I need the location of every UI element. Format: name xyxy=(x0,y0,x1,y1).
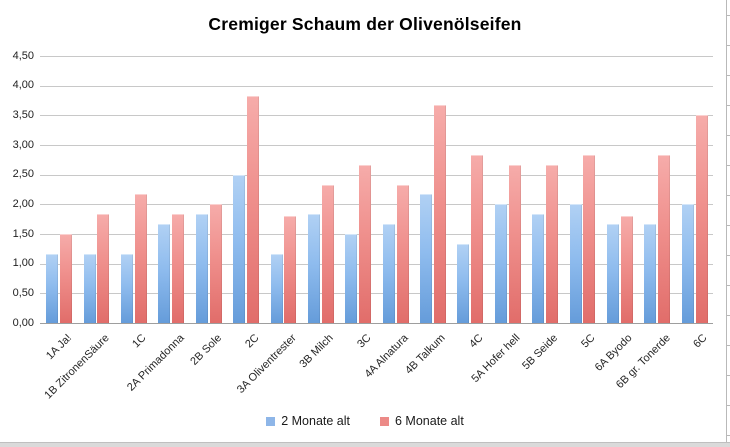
chart-title: Cremiger Schaum der Olivenölseifen xyxy=(208,14,522,34)
bar-2-monate-alt[interactable] xyxy=(46,253,59,323)
window-edge-tick xyxy=(727,225,730,226)
bar-6-monate-alt[interactable] xyxy=(508,164,521,323)
bar-6-monate-alt[interactable] xyxy=(97,214,110,323)
legend-item-2-monate[interactable]: 2 Monate alt xyxy=(266,414,350,428)
x-axis-category-label: 4B Talkum xyxy=(403,332,449,377)
gridline xyxy=(40,204,713,206)
y-axis-tick-label: 2,50 xyxy=(12,168,34,181)
bar-6-monate-alt[interactable] xyxy=(620,216,633,323)
legend: 2 Monate alt 6 Monate alt xyxy=(0,414,730,428)
y-axis-tick-label: 0,00 xyxy=(12,316,34,329)
window-edge-tick xyxy=(727,195,730,196)
y-axis-tick-label: 1,50 xyxy=(12,227,34,240)
window-edge-tick xyxy=(727,435,730,436)
gridline xyxy=(40,85,713,87)
y-axis-tick-label: 1,00 xyxy=(12,257,34,270)
bar-2-monate-alt[interactable] xyxy=(233,174,246,323)
window-edge-tick xyxy=(727,75,730,76)
bar-6-monate-alt[interactable] xyxy=(359,164,372,323)
window-edge-tick xyxy=(727,285,730,286)
bar-2-monate-alt[interactable] xyxy=(420,194,433,323)
window-edge-tick xyxy=(727,105,730,106)
x-axis-category-label: 2B Sole xyxy=(188,332,224,368)
bar-2-monate-alt[interactable] xyxy=(681,204,694,323)
y-axis-tick-label: 3,00 xyxy=(12,138,34,151)
legend-swatch-red-icon xyxy=(380,416,389,426)
window-edge-tick xyxy=(727,165,730,166)
x-axis-category-label: 6C xyxy=(691,332,710,351)
x-axis-category-label: 5C xyxy=(579,332,598,351)
bar-6-monate-alt[interactable] xyxy=(546,164,559,323)
legend-label: 2 Monate alt xyxy=(281,414,350,428)
gridline xyxy=(40,145,713,146)
window-edge-tick xyxy=(727,315,730,316)
window-edge-tick xyxy=(727,15,730,16)
y-axis-tick-label: 4,50 xyxy=(12,49,34,62)
bar-6-monate-alt[interactable] xyxy=(60,234,72,323)
bar-2-monate-alt[interactable] xyxy=(120,253,133,323)
bar-2-monate-alt[interactable] xyxy=(345,234,358,323)
gridline xyxy=(40,56,713,57)
x-axis-category-label: 1C xyxy=(130,332,149,351)
bar-2-monate-alt[interactable] xyxy=(532,214,545,323)
x-axis-category-label: 1B ZitronenSäure xyxy=(42,332,112,402)
x-axis-category-label: 5B Seide xyxy=(520,332,561,373)
y-axis-tick-label: 2,00 xyxy=(12,197,34,210)
bar-6-monate-alt[interactable] xyxy=(172,214,185,323)
bar-6-monate-alt[interactable] xyxy=(396,184,409,323)
window-edge-tick xyxy=(727,375,730,376)
y-axis-tick-label: 3,50 xyxy=(12,108,34,121)
x-axis-category-label: 3B Milch xyxy=(297,332,336,371)
x-axis-category-label: 2C xyxy=(242,332,262,351)
bar-6-monate-alt[interactable] xyxy=(134,194,147,323)
window-edge-tick xyxy=(727,405,730,406)
legend-item-6-monate[interactable]: 6 Monate alt xyxy=(380,414,464,428)
bar-6-monate-alt[interactable] xyxy=(583,155,596,323)
y-axis-tick-label: 0,50 xyxy=(12,286,34,299)
window-bottom-chrome xyxy=(0,442,730,447)
gridline xyxy=(40,263,713,265)
window-edge-tick xyxy=(727,45,730,46)
bar-6-monate-alt[interactable] xyxy=(209,204,222,323)
legend-swatch-blue-icon xyxy=(266,416,276,426)
bar-2-monate-alt[interactable] xyxy=(644,223,657,323)
x-axis-category-label: 4C xyxy=(467,332,486,351)
window-edge-tick xyxy=(727,345,730,346)
gridline xyxy=(40,293,713,295)
gridline xyxy=(40,174,713,176)
bar-6-monate-alt[interactable] xyxy=(471,155,484,323)
bar-2-monate-alt[interactable] xyxy=(382,223,395,323)
bar-6-monate-alt[interactable] xyxy=(433,105,446,323)
y-axis-tick-label: 4,00 xyxy=(12,79,34,92)
gridline xyxy=(40,234,713,235)
x-axis-line xyxy=(40,323,713,324)
gridline xyxy=(40,115,713,117)
legend-label: 6 Monate alt xyxy=(395,414,464,428)
window-right-edge xyxy=(726,0,727,442)
x-axis-category-label: 1A Ja! xyxy=(44,332,75,363)
bar-2-monate-alt[interactable] xyxy=(83,253,96,323)
bar-6-monate-alt[interactable] xyxy=(658,155,671,323)
x-axis-category-label: 3C xyxy=(354,332,374,351)
bar-2-monate-alt[interactable] xyxy=(270,253,283,323)
bar-2-monate-alt[interactable] xyxy=(307,214,320,323)
bar-6-monate-alt[interactable] xyxy=(246,95,259,323)
bar-6-monate-alt[interactable] xyxy=(284,216,297,323)
bar-2-monate-alt[interactable] xyxy=(457,244,470,323)
bar-2-monate-alt[interactable] xyxy=(195,214,208,323)
bar-2-monate-alt[interactable] xyxy=(607,223,620,323)
window-edge-tick xyxy=(727,255,730,256)
bar-2-monate-alt[interactable] xyxy=(158,223,171,323)
bar-6-monate-alt[interactable] xyxy=(321,184,334,323)
window-edge-tick xyxy=(727,135,730,136)
bar-2-monate-alt[interactable] xyxy=(569,204,582,323)
bar-6-monate-alt[interactable] xyxy=(695,115,708,323)
bar-2-monate-alt[interactable] xyxy=(494,204,507,323)
